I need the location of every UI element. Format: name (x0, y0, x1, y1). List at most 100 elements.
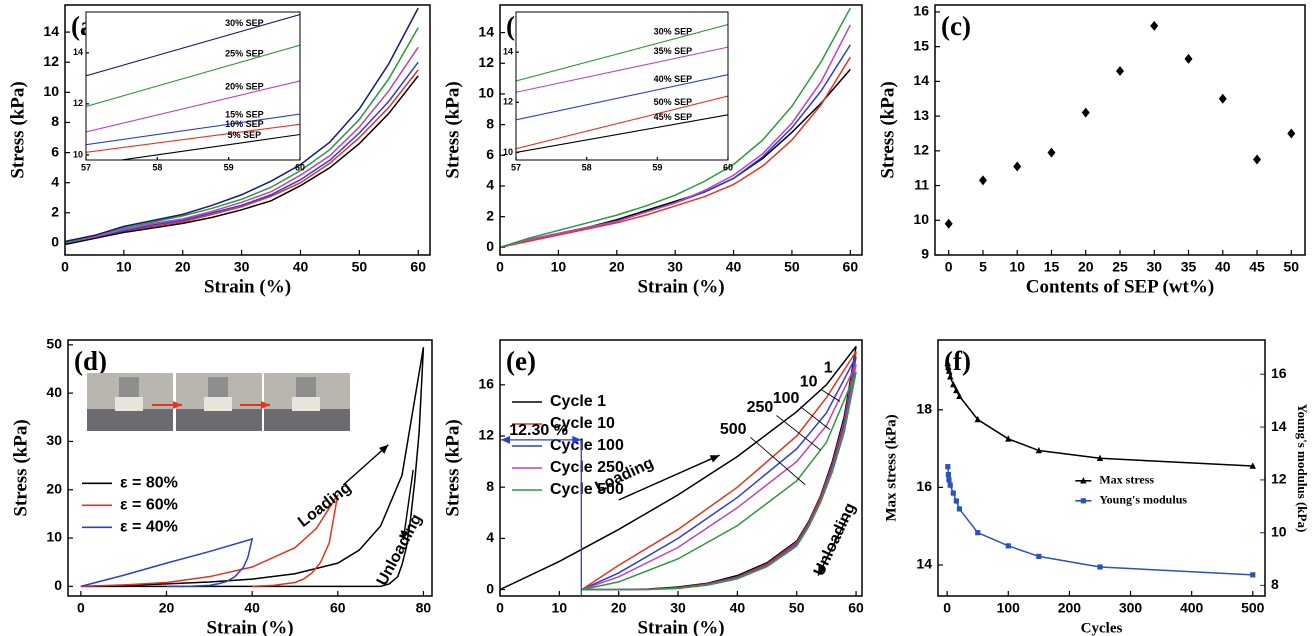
annotation: Unloading (811, 501, 859, 579)
y2-axis-label: Young's modulus (kPa) (1295, 404, 1310, 533)
x-tick-label: 30 (670, 600, 686, 616)
x-tick-label: 0 (945, 259, 953, 275)
x-tick-label: 40 (730, 600, 746, 616)
x-tick-label: 10 (552, 600, 568, 616)
annotation: Loading (295, 479, 355, 531)
x-tick-label: 57 (81, 162, 91, 172)
plot-frame (515, 11, 729, 161)
series-label: 30% SEP (654, 27, 693, 37)
annotation: 100 (773, 390, 800, 407)
x-tick-label: 0 (61, 259, 69, 275)
plot-frame (67, 339, 433, 597)
series-label: 50% SEP (654, 97, 693, 107)
arrow (402, 469, 414, 541)
series-label: 45% SEP (654, 112, 693, 122)
y-axis-label: Max stress (kPa) (883, 414, 899, 521)
marker (1047, 147, 1056, 158)
y-tick-label: 30 (46, 432, 62, 448)
series-line (86, 113, 300, 146)
series-line (86, 14, 300, 77)
plot-frame (937, 339, 1266, 597)
series-line (500, 24, 851, 249)
plot-frame (499, 4, 863, 256)
legend-label: Max stress (1099, 473, 1154, 487)
y-tick-label: 10 (73, 149, 83, 159)
legend-label: Cycle 100 (550, 437, 624, 454)
y-tick-label: 14 (73, 47, 83, 57)
series-label: 30% SEP (225, 18, 264, 28)
photo-detail (176, 409, 262, 431)
y-tick-label: 15 (913, 37, 929, 53)
legend-label: Cycle 10 (550, 415, 615, 432)
y-tick-label: 12 (478, 427, 494, 443)
marker (945, 464, 951, 470)
x-tick-label: 20 (609, 259, 625, 275)
series-line (65, 61, 419, 244)
y-tick-label: 12 (478, 54, 494, 70)
x-tick-label: 100 (997, 600, 1021, 616)
y-axis-label: Stress (kPa) (877, 81, 898, 178)
marker (1184, 53, 1193, 64)
photo-detail (296, 377, 316, 401)
marker (974, 415, 981, 423)
x-axis-label: Strain (%) (206, 617, 293, 636)
marker (1005, 435, 1012, 442)
marker (944, 218, 953, 229)
legend-label: Cycle 1 (550, 393, 606, 410)
plot-area (500, 345, 857, 591)
plot-area (86, 14, 300, 160)
arrow-head (173, 401, 182, 409)
y-tick-label: 12 (503, 97, 513, 107)
arrow-head (261, 401, 270, 409)
series-line (65, 7, 419, 243)
arrow-head (818, 565, 826, 576)
arrow-head (501, 435, 510, 444)
x-tick-label: 60 (848, 600, 864, 616)
marker (945, 363, 952, 370)
x-axis-label: Contents of SEP (wt%) (1026, 276, 1214, 297)
legend-label: Cycle 500 (550, 481, 624, 498)
x-tick-label: 60 (295, 162, 305, 172)
y-axis-label: Stress (kPa) (442, 419, 463, 516)
y-tick-label: 14 (478, 23, 494, 39)
marker (956, 392, 963, 399)
marker (953, 498, 959, 504)
series-line (65, 46, 419, 244)
series-label: 35% SEP (654, 46, 693, 56)
marker (953, 386, 960, 394)
x-tick-label: 50 (352, 259, 368, 275)
x-tick-label: 25 (1112, 259, 1128, 275)
y-tick-label: 14 (503, 47, 513, 57)
x-axis-label: Strain (%) (637, 276, 724, 297)
y-tick-label: 20 (46, 480, 62, 496)
y-tick-label: 4 (486, 177, 494, 193)
leader-line (776, 415, 821, 451)
inset-background (86, 12, 300, 160)
series-line (86, 44, 300, 107)
x-tick-label: 59 (652, 162, 662, 172)
annotation: 250 (747, 399, 774, 416)
arrow-head (400, 530, 409, 540)
y2-tick-label: 16 (1271, 365, 1287, 381)
x-axis-label: Strain (%) (637, 617, 724, 636)
y-axis-label: Stress (kPa) (442, 81, 463, 178)
plot-frame (85, 11, 301, 161)
y-tick-label: 14 (43, 23, 59, 39)
x-tick-label: 50 (784, 259, 800, 275)
y-tick-label: 16 (478, 376, 494, 392)
arrow (618, 454, 720, 501)
panel-label: (f) (944, 346, 971, 376)
plot-frame (64, 4, 431, 256)
x-tick-label: 80 (416, 600, 432, 616)
x-tick-label: 50 (789, 600, 805, 616)
marker (945, 367, 953, 374)
x-tick-label: 10 (551, 259, 567, 275)
y-tick-label: 14 (916, 556, 932, 572)
marker (1218, 93, 1227, 104)
x-tick-label: 0 (496, 259, 504, 275)
photo-detail (119, 377, 139, 401)
photo-detail (87, 409, 173, 431)
series-line (581, 371, 857, 591)
annotation: 10 (800, 373, 818, 390)
y-tick-label: 4 (51, 173, 59, 189)
